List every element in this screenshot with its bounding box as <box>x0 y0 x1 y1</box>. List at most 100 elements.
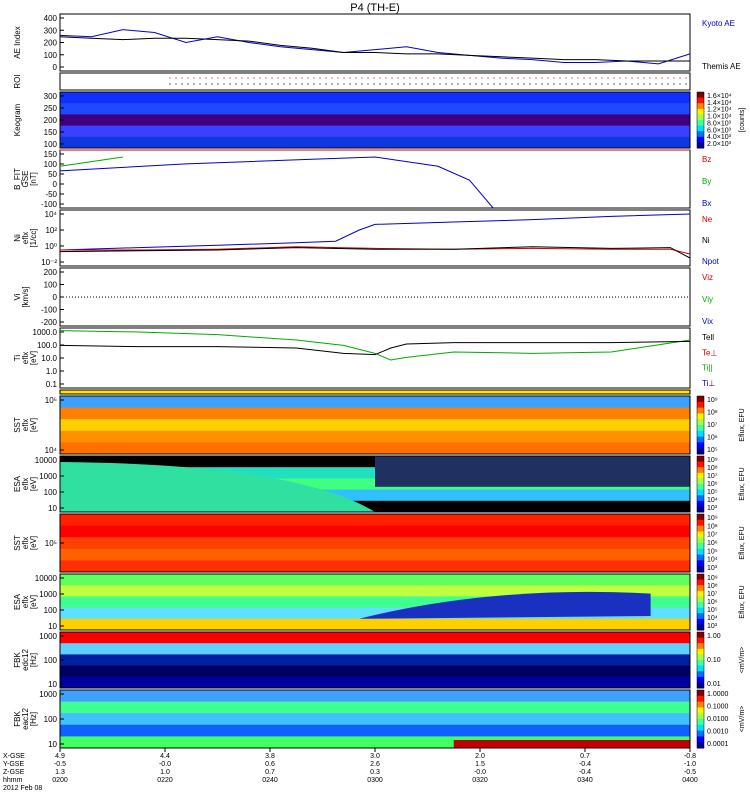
y-tick-label: 100.0 <box>37 341 58 350</box>
colorbar: 1.6×10⁴1.4×10⁴1.2×10⁴1.0×10⁴8.0×10³6.0×1… <box>696 91 746 149</box>
series-line-Ni <box>59 246 691 259</box>
colorbar-cell <box>697 616 704 620</box>
colorbar-cell <box>697 407 704 411</box>
colorbar-cell <box>697 519 704 524</box>
x-tick-label: 1.3 <box>55 769 65 776</box>
roi-dot <box>625 83 627 85</box>
y-tick-label: 200 <box>44 39 58 48</box>
colorbar-label: 8.0×10³ <box>707 120 732 127</box>
roi-dot <box>583 77 585 79</box>
colorbar-label: 10⁸ <box>707 583 718 590</box>
panel-11: 10000 1000 100 10 ESAeflx[eV] 10⁹10⁸10⁷10⁶10⁵… <box>13 573 746 631</box>
colorbar-label: 10⁷ <box>707 532 718 539</box>
spectrogram-band <box>60 92 690 104</box>
colorbar-cell <box>697 103 704 107</box>
x-tick-label: -0.5 <box>54 761 66 768</box>
colorbar-label: 10⁴ <box>707 497 718 504</box>
y-tick-label: 200 <box>44 268 58 277</box>
roi-dot <box>541 77 543 79</box>
y-axis-label-line: [km/s] <box>21 286 30 307</box>
x-tick-label: 0320 <box>472 777 488 784</box>
y-axis-label-line: Vi <box>13 293 22 300</box>
x-tick-label: 0300 <box>367 777 383 784</box>
colorbar-cell <box>697 514 704 518</box>
legend-entry: Tell <box>702 333 714 342</box>
colorbar-cell <box>697 640 704 644</box>
y-tick-label: 1000 <box>39 472 57 481</box>
roi-dot <box>427 77 429 79</box>
x-tick-label: -0.4 <box>579 769 591 776</box>
roi-dot <box>313 77 315 79</box>
roi-dot <box>283 77 285 79</box>
colorbar-cell <box>697 134 704 138</box>
roi-dot <box>529 83 531 85</box>
colorbar-label: 10⁹ <box>707 457 718 464</box>
spectrogram-band <box>60 114 690 127</box>
roi-dot <box>445 77 447 79</box>
roi-dot <box>577 77 579 79</box>
colorbar-label: 10⁷ <box>707 591 718 598</box>
roi-dot <box>439 77 441 79</box>
y-axis-label: ROI <box>13 74 22 88</box>
colorbar-cell <box>697 634 704 639</box>
y-tick-label: -200 <box>41 318 58 327</box>
colorbar-cell <box>697 122 704 127</box>
series-line-Npot <box>59 213 691 251</box>
roi-dot <box>637 83 639 85</box>
roi-dot <box>643 83 645 85</box>
colorbar-cell <box>697 125 704 129</box>
colorbar-cell <box>697 503 704 507</box>
y-tick-label: 10000 <box>35 574 58 583</box>
colorbar-label: 4.0×10³ <box>707 134 732 141</box>
colorbar-cell <box>697 522 704 527</box>
colorbar-cell <box>697 716 704 720</box>
colorbar-cell <box>697 467 704 471</box>
y-tick-label: 0 <box>53 180 58 189</box>
roi-dot <box>643 77 645 79</box>
colorbar-title: <mV/m> <box>739 647 746 673</box>
colorbar-cell <box>697 662 704 667</box>
colorbar-cell <box>697 410 704 414</box>
legend-entry: Bx <box>702 199 711 208</box>
y-tick-label: 100 <box>44 160 58 169</box>
roi-dot <box>553 83 555 85</box>
colorbar-cell <box>697 495 704 499</box>
y-tick-label: 10⁵ <box>45 396 57 405</box>
roi-dot <box>457 83 459 85</box>
colorbar-label: 10³ <box>707 565 718 572</box>
roi-dot <box>625 77 627 79</box>
roi-dot <box>331 77 333 79</box>
roi-dot <box>595 77 597 79</box>
roi-dot <box>229 83 231 85</box>
roi-dot <box>355 83 357 85</box>
roi-dot <box>331 83 333 85</box>
panel-13: 1000 100 10 FBKeac12[Hz] 1.0000 0.1000 0.0100 0… <box>13 689 746 749</box>
colorbar-cell <box>697 401 704 406</box>
y-tick-label: 0.1 <box>46 380 58 389</box>
colorbar-cell <box>697 671 704 675</box>
spectrogram-band <box>60 618 690 631</box>
colorbar-cell <box>697 646 704 650</box>
colorbar-label: 10⁷ <box>707 473 718 480</box>
colorbar-cell <box>697 582 704 586</box>
colorbar-cell <box>697 416 704 420</box>
y-axis-label: B_FITGSE[nT] <box>13 168 38 190</box>
colorbar-frame <box>696 689 705 749</box>
roi-dot <box>361 77 363 79</box>
colorbar-label: 10⁶ <box>707 435 718 442</box>
roi-dot <box>493 77 495 79</box>
colorbar-frame <box>696 573 705 631</box>
x-tick-label: 0220 <box>157 777 173 784</box>
roi-dot <box>631 77 633 79</box>
roi-dot <box>193 77 195 79</box>
roi-dot <box>589 83 591 85</box>
roi-dot <box>577 83 579 85</box>
y-tick-label: 10.0 <box>41 354 57 363</box>
spectrogram-band <box>60 701 690 714</box>
roi-dot <box>319 77 321 79</box>
roi-dot <box>193 83 195 85</box>
roi-dot <box>409 83 411 85</box>
spectrogram-band <box>60 525 690 538</box>
